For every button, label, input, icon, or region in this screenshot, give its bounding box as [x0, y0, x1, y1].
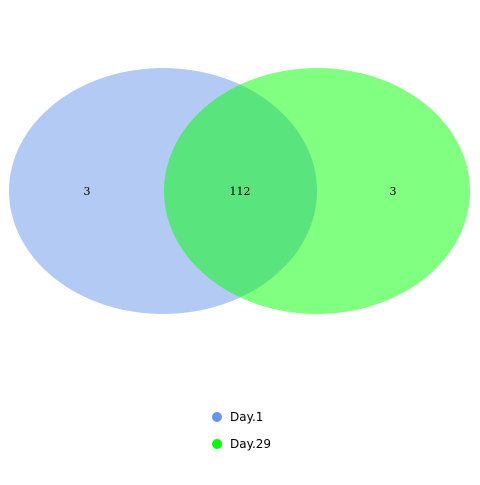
- day29-only-count: 3: [390, 185, 397, 198]
- legend-item-day1: Day.1: [212, 410, 271, 424]
- legend-swatch-day1: [212, 412, 222, 422]
- day1-only-count: 3: [84, 185, 91, 198]
- legend-swatch-day29: [212, 439, 222, 449]
- legend-label-day1: Day.1: [230, 410, 264, 424]
- intersection-count: 112: [230, 185, 251, 198]
- intersection-region: [164, 68, 317, 314]
- legend-label-day29: Day.29: [230, 437, 272, 451]
- legend-item-day29: Day.29: [212, 437, 271, 451]
- legend: Day.1 Day.29: [212, 410, 271, 464]
